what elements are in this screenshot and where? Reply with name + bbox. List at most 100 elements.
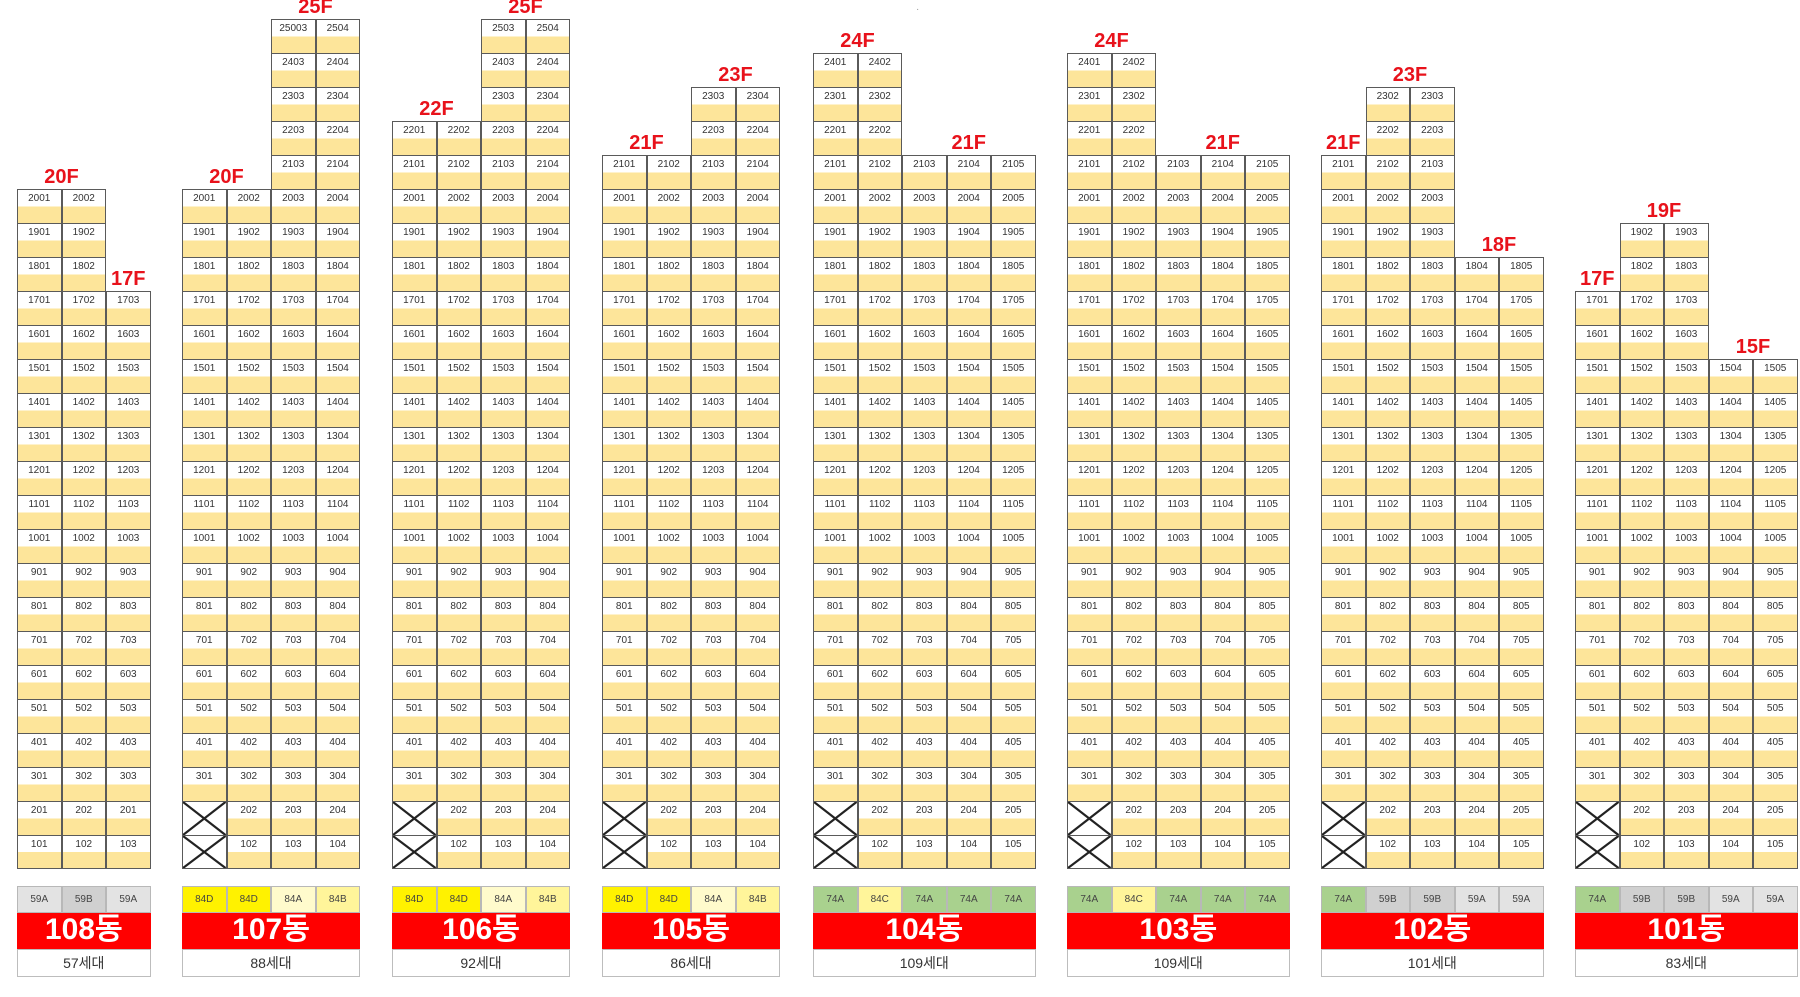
unit-cell: 1401 bbox=[1575, 393, 1620, 427]
unit-cell: 704 bbox=[525, 631, 570, 665]
unit-cell: 1603 bbox=[1664, 325, 1709, 359]
unit-cell: 601 bbox=[1067, 665, 1112, 699]
unit-cell: 904 bbox=[1454, 563, 1499, 597]
unit-cell: 801 bbox=[1321, 597, 1366, 631]
unit-cell: 1803 bbox=[481, 257, 526, 291]
unit-cell: 1802 bbox=[61, 257, 106, 291]
unit-cell: 401 bbox=[813, 733, 858, 767]
unit-cell: 1401 bbox=[813, 393, 858, 427]
unit-cell: 404 bbox=[1708, 733, 1753, 767]
unit-cell: 603 bbox=[1156, 665, 1201, 699]
unit-cell: 301 bbox=[392, 767, 437, 801]
unit-type-cell: 59A bbox=[1499, 886, 1544, 913]
unit-type-cell: 59B bbox=[1365, 886, 1410, 913]
unit-cell: 1201 bbox=[17, 461, 62, 495]
unit-cell: 601 bbox=[602, 665, 647, 699]
unit-cell: 1203 bbox=[481, 461, 526, 495]
unit-cell: 1601 bbox=[1575, 325, 1620, 359]
unit-cell: 405 bbox=[991, 733, 1036, 767]
unit-cell: 1504 bbox=[735, 359, 780, 393]
unit-cell: 604 bbox=[1708, 665, 1753, 699]
unit-cell: 504 bbox=[735, 699, 780, 733]
unit-cell: 1102 bbox=[857, 495, 902, 529]
unit-cell: 304 bbox=[525, 767, 570, 801]
unit-type-cell: 74A bbox=[1575, 886, 1620, 913]
unit-cell: 904 bbox=[946, 563, 991, 597]
unit-cell: 1502 bbox=[436, 359, 481, 393]
unit-empty-cell bbox=[602, 801, 647, 835]
unit-cell: 305 bbox=[1753, 767, 1798, 801]
unit-cell: 1601 bbox=[392, 325, 437, 359]
unit-cell: 904 bbox=[525, 563, 570, 597]
floor-count-label: 24F bbox=[1094, 30, 1129, 52]
unit-cell: 1704 bbox=[1200, 291, 1245, 325]
unit-cell: 1805 bbox=[991, 257, 1036, 291]
unit-type-cell: 74A bbox=[1067, 886, 1112, 913]
unit-cell: 1503 bbox=[902, 359, 947, 393]
unit-cell: 1802 bbox=[646, 257, 691, 291]
decorative-dot: · bbox=[916, 4, 920, 15]
unit-cell: 1303 bbox=[271, 427, 316, 461]
unit-cell: 1904 bbox=[315, 223, 360, 257]
unit-cell: 504 bbox=[1200, 699, 1245, 733]
unit-cell: 1004 bbox=[525, 529, 570, 563]
household-count-label: 88세대 bbox=[182, 949, 360, 977]
unit-type-cell: 84A bbox=[481, 886, 526, 913]
unit-empty-cell bbox=[182, 835, 227, 869]
unit-cell: 1202 bbox=[436, 461, 481, 495]
unit-cell: 604 bbox=[315, 665, 360, 699]
unit-cell: 1504 bbox=[1454, 359, 1499, 393]
unit-cell: 204 bbox=[1454, 801, 1499, 835]
unit-cell: 2202 bbox=[1111, 121, 1156, 155]
unit-cell: 1501 bbox=[813, 359, 858, 393]
unit-cell: 1902 bbox=[857, 223, 902, 257]
unit-cell: 1404 bbox=[1200, 393, 1245, 427]
unit-cell: 304 bbox=[315, 767, 360, 801]
unit-cell: 2301 bbox=[813, 87, 858, 121]
unit-cell: 102 bbox=[1365, 835, 1410, 869]
unit-cell: 1601 bbox=[602, 325, 647, 359]
unit-cell: 2103 bbox=[691, 155, 736, 189]
unit-cell: 204 bbox=[1708, 801, 1753, 835]
unit-cell: 602 bbox=[226, 665, 271, 699]
unit-cell: 1001 bbox=[602, 529, 647, 563]
unit-cell: 905 bbox=[991, 563, 1036, 597]
unit-cell: 204 bbox=[946, 801, 991, 835]
unit-cell: 1102 bbox=[226, 495, 271, 529]
unit-cell: 1405 bbox=[1753, 393, 1798, 427]
unit-cell: 1702 bbox=[646, 291, 691, 325]
unit-cell: 105 bbox=[1499, 835, 1544, 869]
unit-cell: 402 bbox=[1619, 733, 1664, 767]
unit-cell: 205 bbox=[1499, 801, 1544, 835]
building-name-label: 105동 bbox=[602, 913, 780, 949]
unit-cell: 1602 bbox=[1111, 325, 1156, 359]
unit-cell: 1203 bbox=[691, 461, 736, 495]
unit-cell: 1004 bbox=[315, 529, 360, 563]
unit-cell: 1702 bbox=[1619, 291, 1664, 325]
unit-cell: 303 bbox=[902, 767, 947, 801]
unit-cell: 401 bbox=[1321, 733, 1366, 767]
unit-cell: 1501 bbox=[182, 359, 227, 393]
unit-cell: 902 bbox=[1111, 563, 1156, 597]
unit-cell: 102 bbox=[646, 835, 691, 869]
unit-cell: 1601 bbox=[182, 325, 227, 359]
unit-cell: 1004 bbox=[1200, 529, 1245, 563]
unit-cell: 302 bbox=[61, 767, 106, 801]
unit-cell: 204 bbox=[735, 801, 780, 835]
unit-cell: 805 bbox=[1499, 597, 1544, 631]
unit-cell: 1701 bbox=[392, 291, 437, 325]
unit-cell: 1105 bbox=[1499, 495, 1544, 529]
unit-type-cell: 74A bbox=[1245, 886, 1290, 913]
unit-cell: 104 bbox=[315, 835, 360, 869]
unit-cell: 1501 bbox=[602, 359, 647, 393]
unit-cell: 1005 bbox=[1753, 529, 1798, 563]
unit-cell: 301 bbox=[17, 767, 62, 801]
unit-type-cell: 59A bbox=[1454, 886, 1499, 913]
unit-cell: 1901 bbox=[182, 223, 227, 257]
unit-cell: 305 bbox=[1245, 767, 1290, 801]
unit-cell: 1301 bbox=[392, 427, 437, 461]
unit-cell: 402 bbox=[1111, 733, 1156, 767]
unit-cell: 1001 bbox=[392, 529, 437, 563]
household-count-label: 101세대 bbox=[1321, 949, 1544, 977]
unit-cell: 2503 bbox=[481, 19, 526, 53]
